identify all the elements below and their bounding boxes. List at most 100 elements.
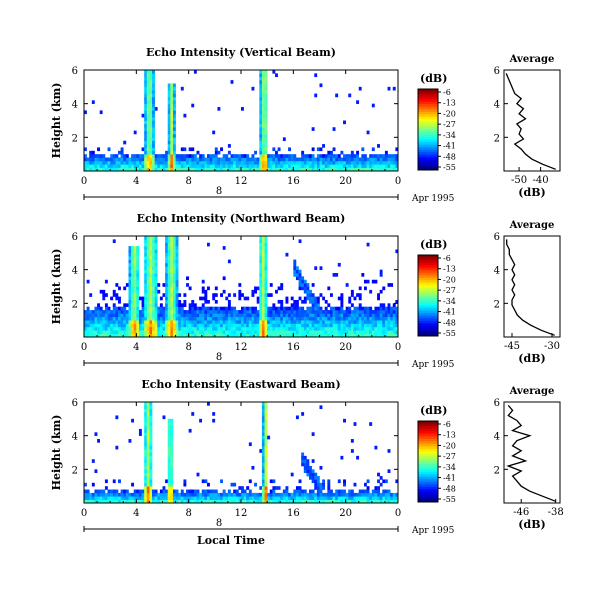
heatmap-cell: [275, 306, 278, 311]
heatmap-cell: [337, 262, 341, 267]
heatmap-cell: [235, 499, 239, 504]
heatmap-cell: [159, 323, 163, 328]
x-tick-label: 4: [133, 176, 139, 187]
heatmap-cell: [149, 408, 153, 413]
heatmap-cell: [311, 489, 315, 494]
heatmap-cell: [293, 299, 297, 304]
heatmap-cell: [340, 299, 344, 304]
heatmap-cell: [329, 157, 333, 162]
heatmap-cell: [337, 160, 341, 165]
heatmap-cell: [238, 164, 242, 168]
heatmap-cell: [264, 306, 268, 311]
heatmap-cell: [144, 80, 148, 84]
heatmap-cell: [301, 496, 305, 500]
heatmap-cell: [154, 492, 158, 497]
heatmap-cell: [146, 289, 150, 294]
heatmap-cell: [165, 496, 169, 500]
heatmap-cell: [191, 147, 195, 152]
heatmap-cell: [196, 157, 200, 162]
heatmap-cell: [152, 90, 155, 94]
heatmap-cell: [361, 492, 365, 497]
heatmap-cell: [259, 167, 263, 172]
heatmap-cell: [154, 259, 158, 264]
heatmap-cell: [288, 499, 292, 504]
heatmap-cell: [141, 492, 145, 497]
heatmap-cell: [277, 154, 281, 158]
heatmap-cell: [275, 150, 278, 155]
heatmap-cell: [170, 160, 174, 165]
heatmap-cell: [358, 286, 362, 291]
heatmap-cell: [235, 154, 239, 158]
heatmap-cell: [94, 323, 98, 328]
heatmap-cell: [322, 499, 326, 504]
heatmap-cell: [165, 323, 169, 328]
heatmap-cell: [395, 326, 399, 331]
heatmap-cell: [172, 127, 176, 131]
heatmap-cell: [379, 313, 383, 318]
heatmap-cell: [133, 266, 137, 270]
heatmap-cell: [191, 326, 195, 331]
heatmap-cell: [280, 306, 284, 311]
heatmap-cell: [144, 73, 148, 78]
heatmap-cell: [327, 313, 331, 318]
heatmap-cell: [282, 323, 286, 328]
heatmap-cell: [241, 323, 244, 328]
heatmap-cell: [146, 120, 150, 125]
heatmap-cell: [358, 330, 362, 334]
heatmap-cell: [259, 306, 263, 311]
heatmap-cell: [235, 313, 239, 318]
heatmap-cell: [322, 167, 326, 172]
heatmap-cell: [118, 157, 121, 162]
heatmap-cell: [125, 489, 129, 494]
heatmap-cell: [264, 269, 268, 274]
heatmap-cell: [112, 160, 116, 165]
heatmap-cell: [285, 486, 289, 490]
heatmap-cell: [199, 492, 203, 497]
heatmap-cell: [178, 154, 182, 158]
heatmap-cell: [186, 310, 189, 314]
heatmap-cell: [259, 252, 263, 257]
heatmap-cell: [175, 330, 179, 334]
heatmap-cell: [146, 150, 150, 155]
heatmap-cell: [191, 333, 195, 338]
heatmap-cell: [146, 455, 150, 460]
heatmap-cell: [172, 117, 176, 121]
heatmap-cell: [261, 123, 265, 128]
heatmap-cell: [149, 117, 153, 121]
heatmap-cell: [128, 310, 132, 314]
heatmap-cell: [340, 313, 344, 318]
heatmap-cell: [327, 499, 331, 504]
heatmap-cell: [267, 306, 271, 311]
heatmap-cell: [384, 489, 388, 494]
heatmap-cell: [131, 164, 135, 168]
heatmap-cell: [167, 472, 171, 477]
heatmap-cell: [159, 303, 163, 307]
heatmap-cell: [115, 499, 119, 504]
heatmap-cell: [165, 262, 169, 267]
heatmap-cell: [395, 157, 399, 162]
colorbar: (dB)-6-13-20-27-34-41-48-55: [417, 72, 456, 172]
heatmap-cell: [217, 107, 221, 111]
heatmap-cell: [170, 93, 174, 98]
heatmap-cell: [256, 499, 260, 504]
heatmap-cell: [191, 303, 195, 307]
heatmap-cell: [267, 310, 271, 314]
heatmap-cell: [369, 333, 373, 338]
heatmap-cell: [264, 100, 268, 104]
heatmap-cell: [217, 330, 221, 334]
heatmap-cell: [136, 273, 140, 277]
heatmap-cell: [118, 167, 121, 172]
heatmap-cell: [138, 333, 142, 338]
heatmap-cell: [133, 130, 137, 135]
heatmap-cell: [340, 330, 344, 334]
heatmap-cell: [115, 320, 119, 324]
heatmap-cell: [172, 303, 176, 307]
heatmap-cell: [220, 167, 223, 172]
heatmap-cell: [133, 273, 137, 277]
heatmap-cell: [366, 306, 370, 311]
heatmap-cell: [243, 306, 247, 311]
heatmap-cell: [392, 167, 396, 172]
heatmap-cell: [94, 330, 98, 334]
heatmap-cell: [94, 157, 98, 162]
heatmap-cell: [301, 459, 305, 463]
